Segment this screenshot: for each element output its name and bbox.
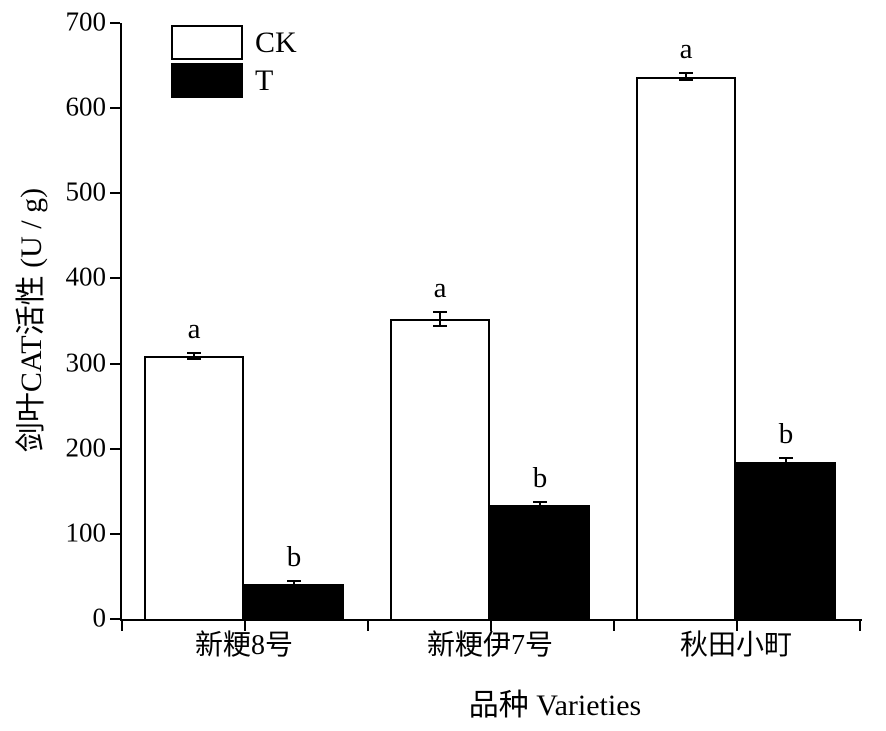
error-bar-cap-bottom xyxy=(187,358,201,361)
error-bar xyxy=(785,458,787,467)
sig-letter: b xyxy=(778,418,794,451)
error-bar xyxy=(293,580,295,588)
bar-t-1 xyxy=(244,584,344,621)
y-tick-label: 700 xyxy=(65,6,107,37)
sig-letter: a xyxy=(433,272,447,305)
error-bar xyxy=(539,501,541,509)
legend-label-ck: CK xyxy=(255,25,297,59)
legend-swatch-t xyxy=(171,63,243,98)
x-category-label: 新粳8号 xyxy=(194,630,293,661)
error-bar xyxy=(439,312,441,327)
sig-letter: a xyxy=(187,312,201,345)
x-category-label: 新粳伊7号 xyxy=(426,630,553,661)
x-tick xyxy=(490,621,492,631)
sig-letter: a xyxy=(679,33,693,66)
y-tick xyxy=(110,447,120,450)
error-bar-cap-top xyxy=(779,457,793,460)
y-tick xyxy=(110,532,120,535)
y-tick xyxy=(110,277,120,280)
y-tick-label: 600 xyxy=(65,91,107,122)
sig-letter: b xyxy=(286,540,302,573)
error-bar-cap-top xyxy=(187,351,201,354)
bar-t-3 xyxy=(736,462,836,621)
y-axis-line xyxy=(120,23,122,621)
error-bar-cap-bottom xyxy=(533,507,547,510)
error-bar-cap-top xyxy=(433,311,447,314)
x-tick xyxy=(244,621,246,631)
x-tick xyxy=(367,621,369,631)
error-bar-cap-bottom xyxy=(287,586,301,589)
y-tick-label: 100 xyxy=(65,517,107,548)
error-bar-cap-bottom xyxy=(679,79,693,82)
bar-ck-2 xyxy=(390,319,490,621)
x-tick xyxy=(121,621,123,631)
legend-label-t: T xyxy=(255,63,274,97)
bar-t-2 xyxy=(490,504,590,621)
y-tick xyxy=(110,618,120,620)
y-tick-label: 300 xyxy=(65,346,107,377)
bar-ck-3 xyxy=(636,76,736,621)
error-bar xyxy=(685,73,687,81)
legend: CK T xyxy=(171,25,297,101)
y-tick xyxy=(110,107,120,110)
x-axis-title: 品种 Varieties xyxy=(468,689,642,722)
x-tick xyxy=(736,621,738,631)
x-tick xyxy=(613,621,615,631)
x-tick xyxy=(859,621,861,631)
error-bar-cap-bottom xyxy=(779,465,793,468)
x-category-label: 秋田小町 xyxy=(679,630,792,661)
y-tick xyxy=(110,22,120,24)
error-bar-cap-top xyxy=(679,72,693,75)
sig-letter: b xyxy=(532,461,548,494)
y-tick xyxy=(110,192,120,195)
error-bar-cap-bottom xyxy=(433,325,447,328)
legend-item-ck: CK xyxy=(171,25,297,60)
y-axis-title: 剑叶CAT活性 (U / g) xyxy=(15,187,48,453)
legend-swatch-ck xyxy=(171,25,243,60)
legend-item-t: T xyxy=(171,63,297,98)
y-tick xyxy=(110,362,120,365)
y-tick-label: 200 xyxy=(65,432,107,463)
y-tick-label: 500 xyxy=(65,176,107,207)
error-bar-cap-top xyxy=(287,579,301,582)
bar-ck-1 xyxy=(144,355,244,621)
y-tick-label: 0 xyxy=(92,602,107,633)
error-bar xyxy=(193,352,195,360)
y-tick-label: 400 xyxy=(65,261,107,292)
error-bar-cap-top xyxy=(533,500,547,503)
